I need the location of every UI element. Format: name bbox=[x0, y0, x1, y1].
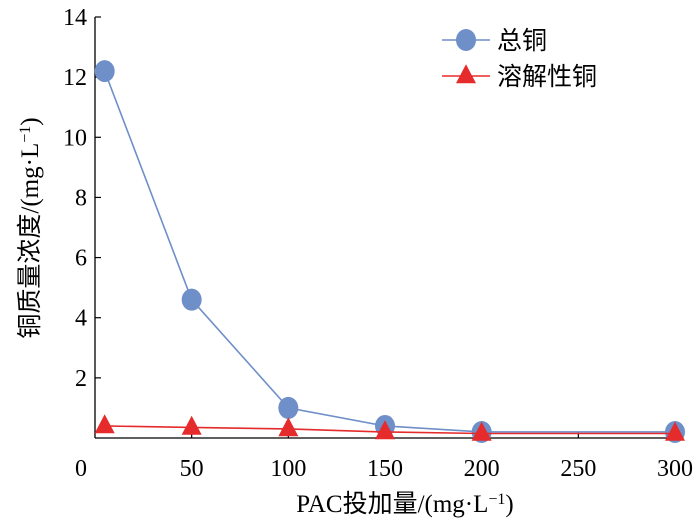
legend-label: 总铜 bbox=[497, 27, 547, 55]
x-tick-label: 50 bbox=[180, 456, 204, 482]
y-tick-label: 6 bbox=[75, 246, 87, 272]
y-tick-label: 14 bbox=[63, 5, 87, 31]
x-tick-label: 150 bbox=[367, 456, 403, 482]
data-point bbox=[94, 60, 115, 83]
series-line bbox=[104, 425, 675, 435]
y-tick-label: 4 bbox=[75, 306, 87, 332]
legend-item: 溶解性铜 bbox=[442, 63, 597, 91]
data-point bbox=[278, 396, 299, 419]
data-point bbox=[665, 421, 685, 441]
y-axis-title: 铜质量浓度/(mg·L−1) bbox=[16, 117, 44, 338]
legend-swatch-marker bbox=[456, 64, 476, 84]
x-tick-label: 200 bbox=[464, 456, 500, 482]
data-point bbox=[94, 414, 115, 434]
y-axis-title-tail: ) bbox=[17, 117, 44, 125]
legend-label: 溶解性铜 bbox=[497, 63, 597, 91]
y-tick-label: 10 bbox=[63, 125, 87, 151]
legend-item: 总铜 bbox=[442, 27, 547, 55]
data-point bbox=[471, 421, 492, 441]
data-point bbox=[181, 415, 202, 435]
x-axis-title-tail: ) bbox=[505, 491, 513, 518]
x-tick-label: 100 bbox=[270, 456, 306, 482]
series-1 bbox=[94, 60, 685, 443]
x-axis-title-superscript: −1 bbox=[488, 491, 505, 508]
y-axis-title-superscript: −1 bbox=[17, 126, 34, 143]
x-axis-title: PAC投加量/(mg·L−1) bbox=[296, 490, 514, 518]
series-layer bbox=[94, 60, 685, 443]
data-point bbox=[278, 417, 299, 437]
x-tick-label: 0 bbox=[75, 456, 87, 482]
y-tick-label: 12 bbox=[63, 65, 87, 91]
y-axis-title-main: 铜质量浓度/(mg·L bbox=[16, 143, 44, 339]
y-tick-label: 8 bbox=[75, 185, 87, 211]
ticks: 0 50 100 150 200 250 300 2 4 6 8 10 12 14 bbox=[63, 5, 693, 482]
legend-swatch-marker bbox=[456, 29, 476, 51]
data-point bbox=[181, 288, 202, 311]
data-point bbox=[375, 420, 395, 440]
x-tick-label: 300 bbox=[657, 456, 693, 482]
series-2 bbox=[94, 414, 685, 441]
x-axis-title-main: PAC投加量/(mg·L bbox=[296, 490, 488, 518]
x-tick-label: 250 bbox=[560, 456, 596, 482]
y-tick-label: 2 bbox=[75, 366, 87, 392]
series-line bbox=[103, 70, 675, 433]
